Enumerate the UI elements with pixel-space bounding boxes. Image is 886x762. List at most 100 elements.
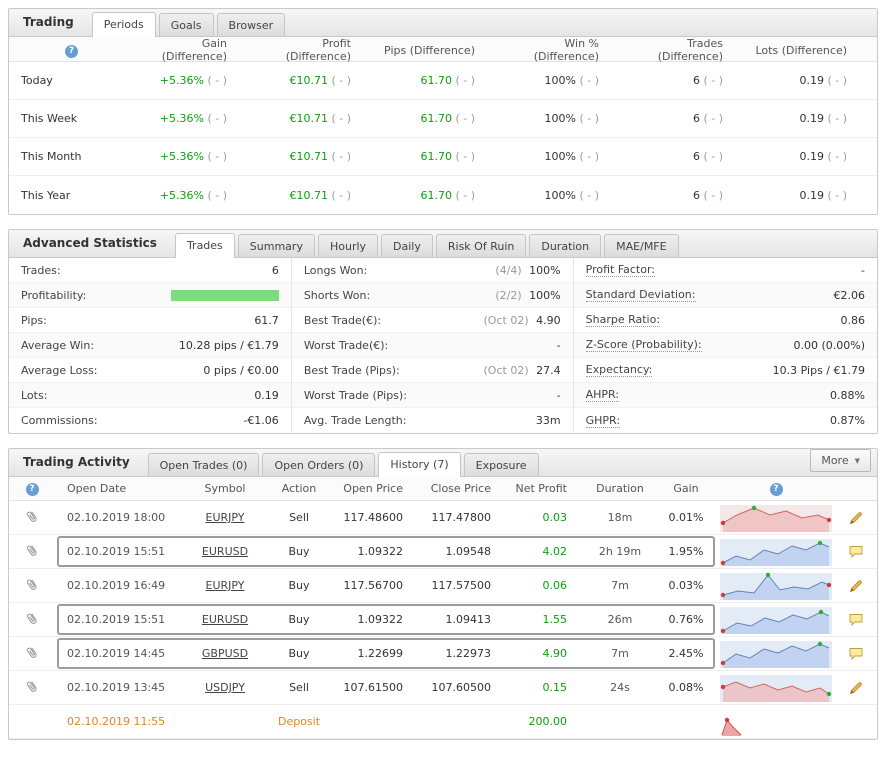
periods-header-row: ? Gain (Difference) Profit (Difference) … [9,37,877,63]
tab[interactable]: Goals [158,13,214,36]
edit-pencil-icon[interactable] [849,579,863,593]
trade-icon-cell [835,511,877,525]
period-cell: 100% ( - ) [505,150,629,163]
trade-row[interactable]: 02.10.2019 16:49 EURJPY Buy 117.56700 11… [9,569,877,603]
trade-sparkline[interactable] [720,538,832,570]
stat-value: - [861,263,865,277]
periods-tabs: Periods Goals Browser [91,12,288,37]
tab[interactable]: Open Trades (0) [147,453,260,476]
trade-symbol-link[interactable]: GBPUSD [201,647,249,660]
tab[interactable]: Browser [216,13,286,36]
trade-sparkline[interactable] [720,504,832,536]
trade-row[interactable]: 02.10.2019 13:45 USDJPY Sell 107.61500 1… [9,671,877,705]
tab[interactable]: Exposure [463,453,539,476]
tab-label: Exposure [475,459,527,472]
trade-sparkline[interactable] [720,674,832,706]
trade-row[interactable]: 02.10.2019 11:55 Deposit 200.00 [9,705,877,739]
tab[interactable]: Hourly [317,234,379,257]
trade-net-profit: 200.00 [528,715,568,728]
more-button[interactable]: More ▼ [810,449,871,472]
stat-value-prefix: (2/2) [495,288,522,302]
trade-symbol-cell: EURUSD [183,613,267,626]
periods-header-help-cell: ? [9,43,133,58]
trade-row[interactable]: 02.10.2019 18:00 EURJPY Sell 117.48600 1… [9,501,877,535]
stat-value-prefix: (Oct 02) [483,363,529,377]
trade-symbol-link[interactable]: USDJPY [205,681,245,694]
stat-label[interactable]: GHPR: [585,413,621,428]
paperclip-icon[interactable] [23,642,41,661]
paperclip-icon[interactable] [23,574,41,593]
trade-row[interactable]: 02.10.2019 14:45 GBPUSD Buy 1.22699 1.22… [9,637,877,671]
column-header-label: Profit (Difference) [285,37,351,63]
periods-rows: Today +5.36% ( - ) €10.71 ( - ) [9,62,877,214]
trade-chart-cell [717,537,835,567]
period-value: +5.36% [159,188,204,202]
stat-value-cell: 0.19 [254,389,279,402]
help-icon[interactable]: ? [769,483,783,496]
trade-row[interactable]: 02.10.2019 15:51 EURUSD Buy 1.09322 1.09… [9,603,877,637]
period-cell: 61.70 ( - ) [381,150,505,163]
stat-label[interactable]: Z-Score (Probability): [585,338,702,352]
tab[interactable]: Summary [237,234,315,257]
stat-row: Expectancy: 10.3 Pips / €1.79 [573,358,877,383]
tab[interactable]: Open Orders (0) [262,453,376,476]
help-icon[interactable]: ? [25,483,39,496]
stat-label: Lots: [21,388,48,402]
statistics-panel-title: Advanced Statistics [23,236,157,250]
tab[interactable]: Risk Of Ruin [435,234,527,257]
period-difference: ( - ) [827,150,847,163]
stat-value: 0 pips / €0.00 [203,363,279,377]
tab[interactable]: Trades [174,233,235,258]
stat-value-prefix: (4/4) [495,263,522,277]
paperclip-icon[interactable] [23,540,41,559]
statistics-column-2: Longs Won: (4/4) 100% Shorts Won: (2/2) … [290,258,573,433]
help-icon[interactable]: ? [65,44,78,58]
edit-pencil-icon[interactable] [849,681,863,695]
stat-value: €2.06 [833,288,866,302]
paperclip-icon[interactable] [23,676,41,695]
stat-label[interactable]: Standard Deviation: [585,288,696,302]
trade-row[interactable]: 02.10.2019 15:51 EURUSD Buy 1.09322 1.09… [9,535,877,569]
stat-label[interactable]: Expectancy: [585,363,653,377]
stat-row: AHPR: 0.88% [573,383,877,408]
trade-open-price: 1.22699 [357,647,404,660]
paperclip-icon[interactable] [23,608,41,627]
stat-label[interactable]: AHPR: [585,388,620,402]
trade-action: Sell [289,511,309,524]
tab[interactable]: History (7) [378,452,461,477]
trade-sparkline[interactable] [720,606,832,638]
stat-label[interactable]: Sharpe Ratio: [585,313,661,327]
paperclip-icon[interactable] [23,506,41,525]
column-header-net-profit: Net Profit [515,482,568,495]
period-label: Today [21,74,53,87]
trade-sparkline[interactable] [720,717,832,740]
trade-symbol-link[interactable]: EURUSD [201,545,249,558]
tab[interactable]: MAE/MFE [604,234,679,257]
trade-duration: 18m [607,511,633,524]
trade-sparkline[interactable] [720,572,832,604]
trade-sparkline[interactable] [720,640,832,672]
stat-label[interactable]: Profit Factor: [585,263,655,277]
tab[interactable]: Periods [91,12,156,37]
stat-label: Shorts Won: [303,288,371,302]
trade-icon-cell [835,681,877,695]
tab[interactable]: Daily [381,234,433,257]
column-header-label: Lots (Difference) [755,43,848,57]
trade-chart-cell [717,673,835,703]
trade-symbol-link[interactable]: EURJPY [205,579,245,592]
statistics-tabbar: Advanced Statistics Trades Summary Hourl… [9,230,877,258]
comment-bubble-icon[interactable] [849,545,863,559]
column-header-label: Win % (Difference) [533,37,599,63]
edit-pencil-icon[interactable] [849,511,863,525]
activity-tabs: Open Trades (0) Open Orders (0) History … [147,452,542,477]
period-value: €10.71 [289,74,328,87]
trade-open-price: 1.09322 [357,613,404,626]
trade-symbol-link[interactable]: EURUSD [201,613,249,626]
tab[interactable]: Duration [529,234,602,257]
comment-bubble-icon[interactable] [849,647,863,661]
trade-symbol-link[interactable]: EURJPY [205,511,245,524]
period-cell: 100% ( - ) [505,189,629,202]
comment-bubble-icon[interactable] [849,613,863,627]
stat-value-cell: (Oct 02) 4.90 [484,314,561,327]
column-header-label: Trades (Difference) [657,37,723,63]
